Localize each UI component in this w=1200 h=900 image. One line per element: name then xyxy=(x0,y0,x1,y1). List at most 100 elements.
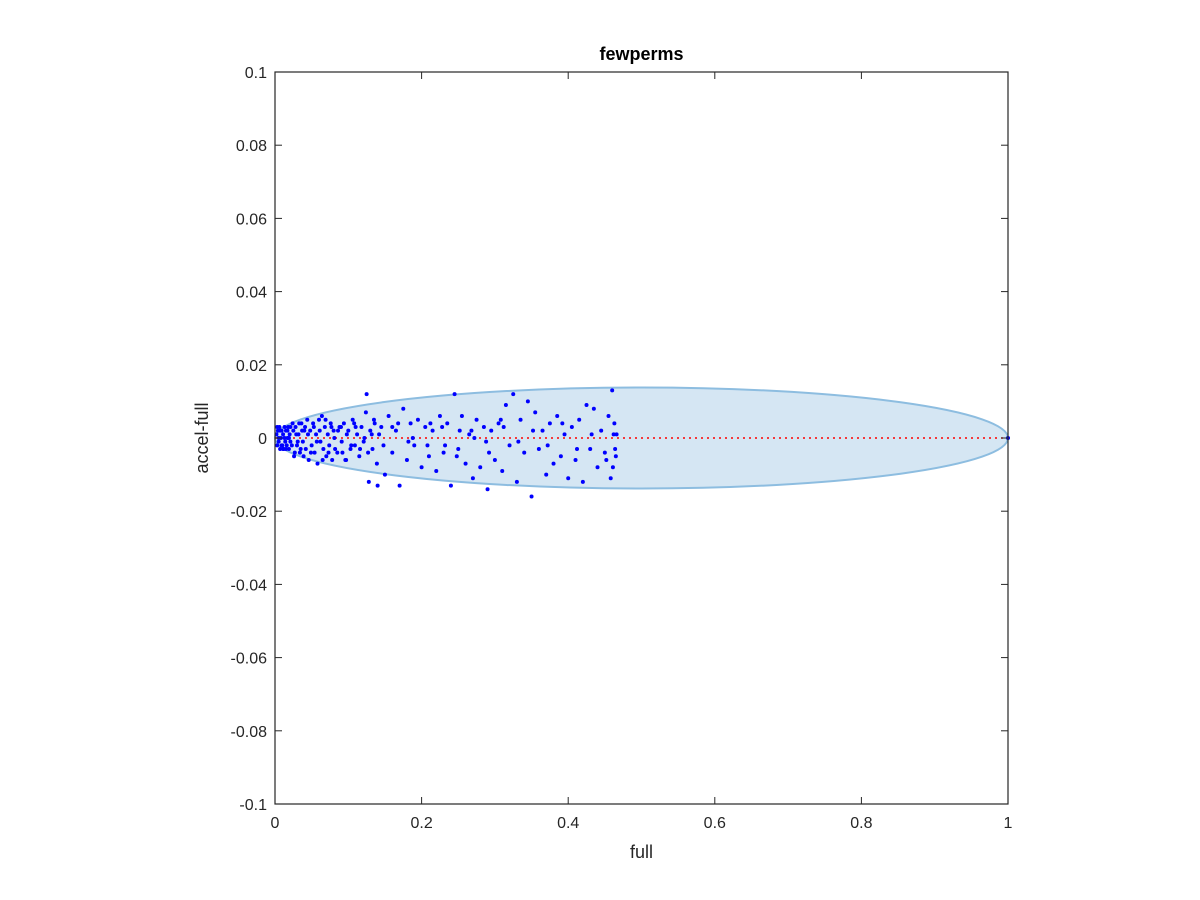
data-point xyxy=(297,450,302,455)
data-point xyxy=(525,399,530,404)
data-point xyxy=(316,417,321,422)
data-point xyxy=(331,428,336,433)
data-point xyxy=(288,425,293,430)
data-point xyxy=(382,472,387,477)
data-point xyxy=(381,443,386,448)
data-point xyxy=(323,417,328,422)
data-point xyxy=(341,421,346,426)
data-point xyxy=(445,421,450,426)
data-point xyxy=(359,425,364,430)
data-point xyxy=(423,425,428,430)
data-point xyxy=(612,421,617,426)
data-point xyxy=(430,428,435,433)
data-point xyxy=(487,450,492,455)
data-point xyxy=(317,428,322,433)
data-point xyxy=(275,425,280,430)
data-point xyxy=(293,425,298,430)
data-point xyxy=(588,446,593,451)
data-point xyxy=(338,425,343,430)
data-point xyxy=(406,439,411,444)
data-point xyxy=(340,450,345,455)
data-point xyxy=(348,446,353,451)
data-point xyxy=(282,425,287,430)
data-point xyxy=(275,443,280,448)
data-point xyxy=(533,410,538,415)
data-point xyxy=(295,439,300,444)
data-point xyxy=(305,432,310,437)
data-point xyxy=(281,446,286,451)
y-tick-label: 0 xyxy=(258,431,267,448)
data-point xyxy=(577,417,582,422)
data-point xyxy=(437,414,442,419)
data-point xyxy=(278,428,283,433)
data-point xyxy=(396,421,401,426)
x-tick-label: 1 xyxy=(1004,815,1013,832)
data-point xyxy=(481,425,486,430)
data-point xyxy=(366,479,371,484)
data-point xyxy=(484,439,489,444)
data-point xyxy=(566,476,571,481)
data-point xyxy=(457,428,462,433)
data-point xyxy=(288,439,293,444)
y-tick-label: -0.04 xyxy=(231,577,268,594)
data-point xyxy=(390,425,395,430)
data-point xyxy=(305,417,310,422)
data-point xyxy=(584,403,589,408)
x-tick-label: 0.6 xyxy=(704,815,726,832)
data-point xyxy=(469,428,474,433)
data-point xyxy=(589,432,594,437)
data-point xyxy=(500,468,505,473)
data-point xyxy=(283,446,288,451)
x-tick-label: 0.2 xyxy=(410,815,432,832)
data-point xyxy=(377,432,382,437)
data-point xyxy=(591,406,596,411)
data-point xyxy=(327,443,332,448)
data-point xyxy=(328,421,333,426)
y-tick-label: 0.06 xyxy=(236,211,267,228)
data-point xyxy=(545,443,550,448)
data-point xyxy=(326,450,331,455)
data-point xyxy=(426,454,431,459)
data-point xyxy=(478,465,483,470)
data-point xyxy=(410,436,415,440)
y-tick-label: -0.02 xyxy=(231,504,268,521)
data-point xyxy=(544,472,549,477)
data-point xyxy=(529,494,534,499)
data-point xyxy=(496,421,501,426)
data-point xyxy=(312,450,317,455)
data-point xyxy=(311,425,316,430)
data-point xyxy=(611,432,616,437)
data-point xyxy=(311,421,316,426)
data-point xyxy=(349,443,354,448)
data-point xyxy=(335,450,340,455)
data-point xyxy=(374,461,379,466)
data-point xyxy=(301,454,306,459)
y-tick-label: 0.02 xyxy=(236,358,267,375)
data-point xyxy=(428,421,433,426)
data-point xyxy=(501,425,506,430)
data-point xyxy=(613,454,618,459)
data-point xyxy=(573,457,578,462)
data-point xyxy=(281,432,286,437)
data-point xyxy=(289,443,294,448)
x-axis-label: full xyxy=(630,842,653,862)
data-point xyxy=(440,425,445,430)
data-point xyxy=(492,457,497,462)
data-point xyxy=(276,439,281,444)
data-point xyxy=(350,417,355,422)
data-point xyxy=(344,432,349,437)
y-tick-label: 0.04 xyxy=(236,285,267,302)
data-point xyxy=(498,417,503,422)
data-point xyxy=(441,450,446,455)
data-point xyxy=(303,425,308,430)
data-point xyxy=(555,414,560,419)
data-point xyxy=(319,414,324,419)
data-point xyxy=(291,428,296,433)
data-point xyxy=(300,439,305,444)
data-point xyxy=(290,421,295,426)
data-point xyxy=(511,392,516,397)
data-point xyxy=(355,432,360,437)
data-point xyxy=(339,439,344,444)
data-point xyxy=(320,457,325,462)
data-point xyxy=(332,436,337,440)
